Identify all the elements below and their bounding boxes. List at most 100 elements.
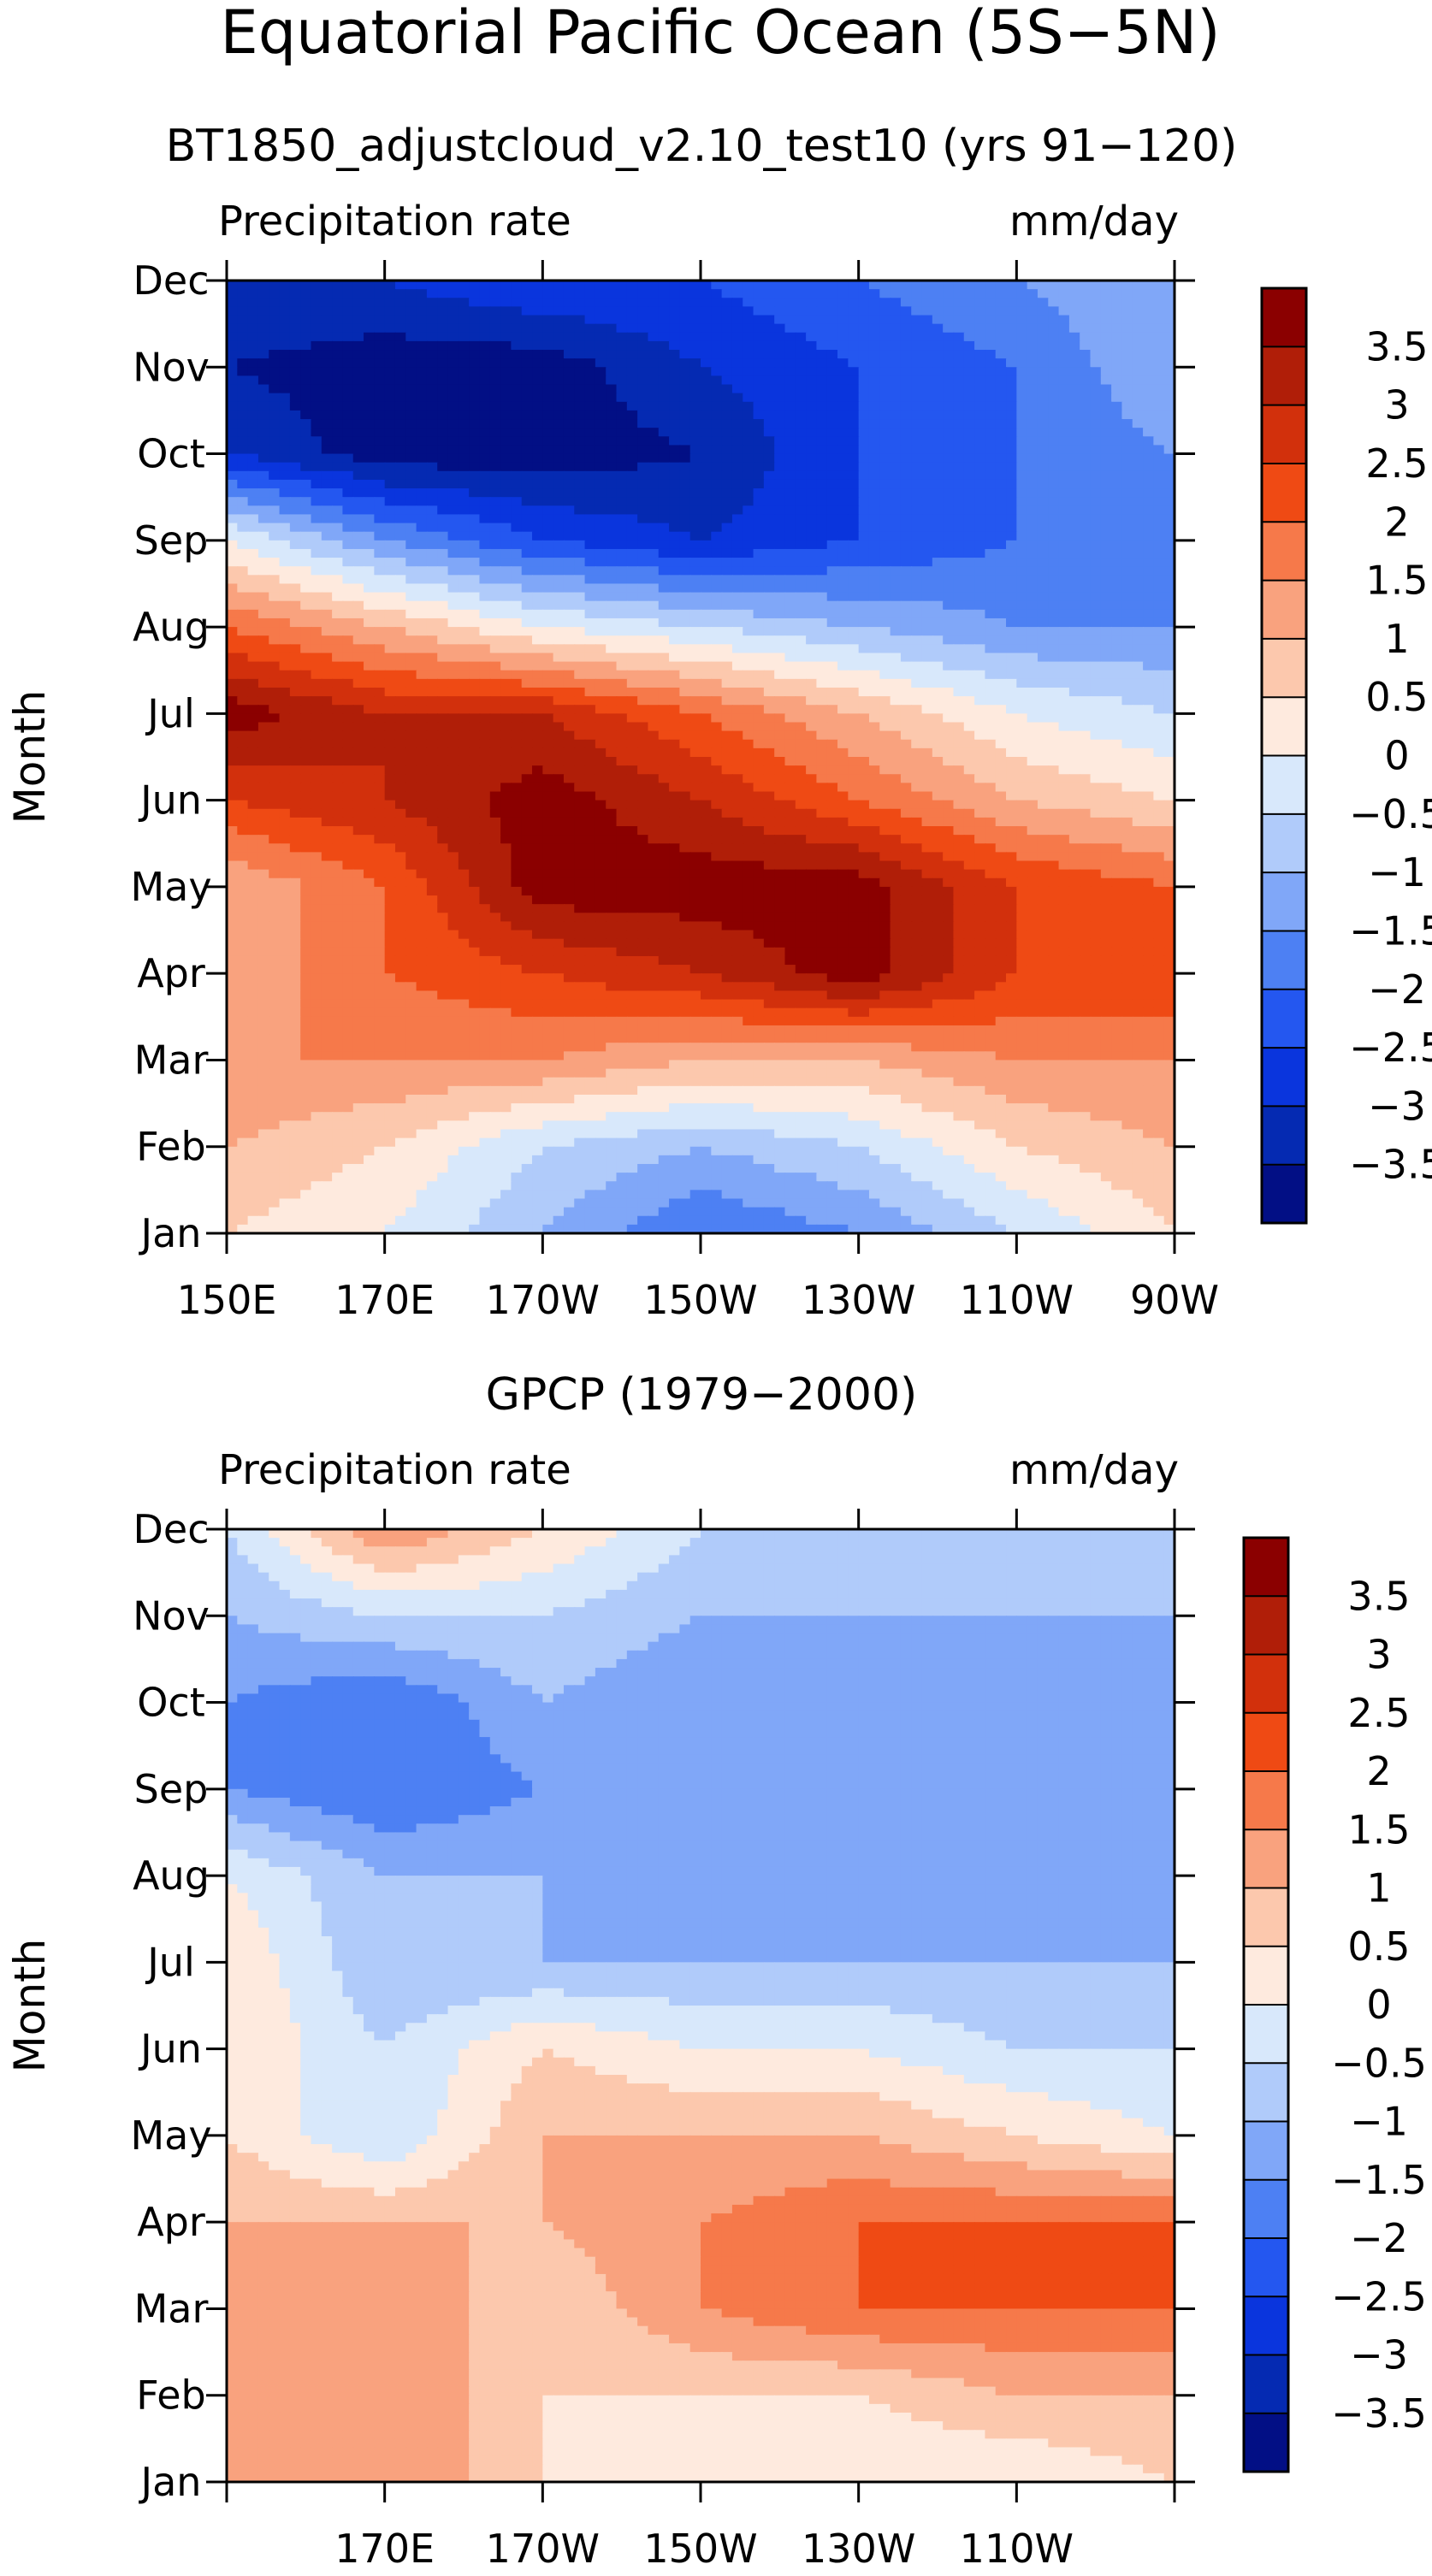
- contour-cell: [763, 358, 776, 369]
- contour-cell: [806, 548, 818, 558]
- contour-cell: [743, 289, 754, 299]
- contour-cell: [458, 367, 470, 377]
- contour-cell: [563, 739, 576, 749]
- contour-cell: [437, 687, 449, 698]
- contour-cell: [985, 419, 997, 429]
- contour-cell: [279, 393, 291, 403]
- contour-cell: [289, 696, 302, 706]
- contour-cell: [595, 635, 607, 646]
- contour-cell: [553, 617, 565, 628]
- contour-cell: [437, 670, 449, 680]
- contour-cell: [300, 281, 312, 291]
- contour-cell: [489, 315, 501, 325]
- contour-cell: [269, 635, 281, 646]
- contour-cell: [953, 332, 965, 342]
- contour-cell: [985, 289, 997, 299]
- contour-cell: [1016, 558, 1028, 568]
- contour-cell: [679, 627, 691, 637]
- contour-cell: [1153, 462, 1165, 472]
- contour-cell: [868, 350, 881, 360]
- contour-cell: [479, 600, 491, 611]
- contour-cell: [679, 410, 691, 420]
- contour-cell: [743, 488, 754, 499]
- contour-cell: [974, 627, 986, 637]
- contour-cell: [932, 289, 944, 299]
- contour-cell: [437, 523, 449, 533]
- contour-cell: [479, 419, 491, 429]
- contour-cell: [1163, 730, 1175, 741]
- contour-cell: [701, 289, 713, 299]
- contour-cell: [374, 505, 386, 516]
- contour-cell: [447, 678, 459, 688]
- contour-cell: [858, 358, 870, 369]
- contour-cell: [995, 583, 1007, 594]
- contour-cell: [227, 445, 239, 455]
- contour-cell: [1143, 419, 1155, 429]
- contour-cell: [300, 609, 312, 619]
- contour-cell: [837, 289, 849, 299]
- contour-cell: [868, 514, 881, 524]
- contour-cell: [532, 609, 544, 619]
- contour-cell: [447, 350, 459, 360]
- contour-cell: [1153, 609, 1165, 619]
- contour-cell: [616, 696, 628, 706]
- contour-cell: [890, 470, 902, 481]
- contour-cell: [342, 730, 354, 741]
- contour-cell: [1016, 298, 1028, 308]
- contour-cell: [227, 600, 239, 611]
- contour-cell: [1090, 289, 1102, 299]
- contour-cell: [806, 653, 818, 663]
- contour-cell: [426, 419, 439, 429]
- contour-cell: [743, 617, 754, 628]
- contour-cell: [932, 462, 944, 472]
- contour-cell: [1153, 323, 1165, 334]
- contour-cell: [1006, 453, 1018, 464]
- contour-cell: [963, 428, 975, 438]
- contour-cell: [479, 410, 491, 420]
- contour-cell: [300, 393, 312, 403]
- contour-cell: [289, 340, 302, 351]
- contour-cell: [1163, 315, 1175, 325]
- contour-cell: [1016, 635, 1028, 646]
- contour-cell: [532, 548, 544, 558]
- contour-cell: [689, 661, 701, 671]
- contour-cell: [447, 384, 459, 394]
- contour-cell: [374, 566, 386, 576]
- contour-cell: [458, 436, 470, 446]
- contour-cell: [731, 479, 744, 489]
- contour-cell: [1121, 575, 1133, 585]
- contour-cell: [279, 592, 291, 602]
- contour-cell: [795, 436, 808, 446]
- contour-cell: [711, 661, 723, 671]
- contour-cell: [606, 497, 618, 507]
- contour-cell: [763, 678, 776, 688]
- contour-cell: [963, 548, 975, 558]
- contour-cell: [1143, 644, 1155, 654]
- contour-cell: [879, 678, 891, 688]
- contour-cell: [1037, 670, 1050, 680]
- contour-cell: [595, 419, 607, 429]
- contour-cell: [342, 298, 354, 308]
- contour-cell: [563, 635, 576, 646]
- contour-cell: [542, 600, 554, 611]
- contour-cell: [731, 514, 744, 524]
- contour-cell: [932, 453, 944, 464]
- contour-cell: [911, 722, 923, 732]
- contour-cell: [479, 635, 491, 646]
- contour-cell: [1090, 678, 1102, 688]
- contour-cell: [289, 428, 302, 438]
- contour-cell: [321, 505, 334, 516]
- contour-cell: [774, 523, 786, 533]
- contour-cell: [826, 393, 838, 403]
- contour-cell: [1037, 566, 1050, 576]
- contour-cell: [731, 436, 744, 446]
- contour-cell: [1080, 617, 1092, 628]
- contour-cell: [269, 315, 281, 325]
- contour-cell: [848, 315, 860, 325]
- contour-cell: [900, 523, 913, 533]
- contour-cell: [921, 653, 933, 663]
- contour-cell: [321, 540, 334, 550]
- contour-cell: [721, 644, 733, 654]
- contour-cell: [943, 609, 955, 619]
- contour-cell: [701, 678, 713, 688]
